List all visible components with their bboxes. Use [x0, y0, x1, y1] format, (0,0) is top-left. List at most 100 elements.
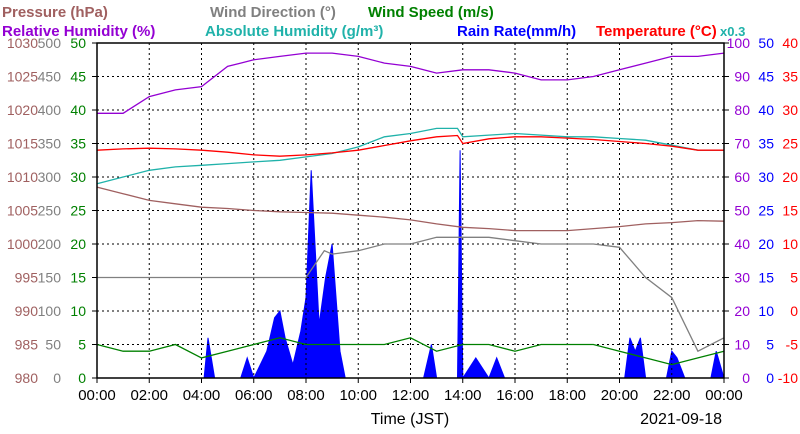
x-tick-4: 08:00 — [287, 387, 325, 404]
x-tick-10: 20:00 — [601, 387, 639, 404]
x-tick-6: 12:00 — [392, 387, 430, 404]
y-tick-wind_direction-2: 400 — [38, 102, 62, 118]
y-tick-rain_rate-10: 0 — [766, 370, 774, 386]
y-tick-wind_direction-0: 500 — [38, 35, 62, 51]
y-tick-pressure-3: 1015 — [7, 136, 38, 152]
chart-titles: Pressure (hPa) Wind Direction (°) Wind Spe… — [2, 4, 745, 40]
y-tick-pressure-7: 995 — [15, 270, 39, 286]
x-tick-2: 04:00 — [183, 387, 221, 404]
y-tick-humidity-5: 50 — [734, 203, 750, 219]
series-wind-speed — [96, 337, 725, 366]
x-axis-label: Time (JST) — [371, 411, 450, 428]
y-tick-humidity-4: 60 — [734, 169, 750, 185]
y-tick-wind_speed-4: 30 — [70, 169, 86, 185]
title-1-3: Temperature (°C) — [596, 23, 717, 40]
y-tick-rain_rate-0: 50 — [758, 35, 774, 51]
y-tick-pressure-8: 990 — [15, 303, 39, 319]
series-absolute-humidity — [96, 127, 724, 185]
y-tick-humidity-7: 30 — [734, 270, 750, 286]
y-tick-temperature-4: 20 — [782, 169, 798, 185]
y-tick-temperature-9: -5 — [786, 337, 799, 353]
title-1-2: Rain Rate(mm/h) — [457, 23, 576, 40]
y-tick-wind_speed-1: 45 — [70, 69, 86, 85]
y-tick-pressure-1: 1025 — [7, 69, 38, 85]
y-tick-pressure-10: 980 — [15, 370, 39, 386]
x-tick-1: 02:00 — [130, 387, 168, 404]
series-layer — [96, 52, 725, 366]
x-tick-12: 00:00 — [705, 387, 743, 404]
y-tick-humidity-6: 40 — [734, 236, 750, 252]
title-1-0: Relative Humidity (%) — [2, 23, 155, 40]
y-tick-humidity-3: 70 — [734, 136, 750, 152]
x-tick-3: 06:00 — [235, 387, 273, 404]
y-tick-pressure-9: 985 — [15, 337, 39, 353]
y-tick-pressure-4: 1010 — [7, 169, 38, 185]
x-tick-5: 10:00 — [339, 387, 377, 404]
y-tick-rain_rate-7: 15 — [758, 270, 774, 286]
x-axis-ticks: 00:00 02:00 04:00 06:00 08:00 10:00 12:00 14:00… — [78, 378, 743, 404]
series-relative-humidity — [97, 52, 725, 114]
y-tick-wind_direction-5: 250 — [38, 203, 62, 219]
y-tick-wind_speed-7: 15 — [70, 270, 86, 286]
grid-lines — [97, 43, 724, 378]
x-tick-7: 14:00 — [444, 387, 482, 404]
y-tick-wind_direction-4: 300 — [38, 169, 62, 185]
y-tick-pressure-0: 1030 — [7, 35, 38, 51]
y-tick-wind_speed-10: 0 — [78, 370, 86, 386]
y-tick-temperature-7: 5 — [790, 270, 798, 286]
y-tick-temperature-8: 0 — [790, 303, 798, 319]
y-axis-ticks: 1030102510201015101010051000995990985980… — [7, 35, 798, 386]
y-tick-wind_direction-9: 50 — [45, 337, 61, 353]
series-temperature — [96, 134, 724, 157]
y-tick-temperature-5: 15 — [782, 203, 798, 219]
date-label: 2021-09-18 — [640, 411, 722, 428]
x-tick-11: 22:00 — [653, 387, 691, 404]
x-tick-8: 16:00 — [496, 387, 534, 404]
y-tick-rain_rate-2: 40 — [758, 102, 774, 118]
y-tick-wind_speed-6: 20 — [70, 236, 86, 252]
title-0-2: Wind Speed (m/s) — [368, 4, 494, 21]
y-tick-humidity-1: 90 — [734, 69, 750, 85]
y-tick-humidity-8: 20 — [734, 303, 750, 319]
y-tick-wind_direction-10: 0 — [53, 370, 61, 386]
series-wind-direction — [97, 236, 725, 353]
title-0-0: Pressure (hPa) — [2, 4, 108, 21]
title-0-1: Wind Direction (°) — [210, 4, 336, 21]
y-tick-temperature-6: 10 — [782, 236, 798, 252]
x-tick-9: 18:00 — [548, 387, 586, 404]
y-tick-rain_rate-4: 30 — [758, 169, 774, 185]
y-tick-rain_rate-5: 25 — [758, 203, 774, 219]
y-tick-wind_speed-9: 5 — [78, 337, 86, 353]
y-tick-pressure-2: 1020 — [7, 102, 38, 118]
title-1-4: x0.3 — [720, 24, 745, 39]
y-tick-wind_direction-6: 200 — [38, 236, 62, 252]
title-1-1: Absolute Humidity (g/m³) — [205, 23, 383, 40]
y-tick-humidity-2: 80 — [734, 102, 750, 118]
series-pressure — [96, 186, 725, 232]
y-tick-humidity-9: 10 — [734, 337, 750, 353]
y-tick-wind_direction-7: 150 — [38, 270, 62, 286]
y-tick-wind_speed-8: 10 — [70, 303, 86, 319]
y-tick-rain_rate-3: 35 — [758, 136, 774, 152]
y-tick-wind_direction-8: 100 — [38, 303, 62, 319]
y-tick-wind_speed-5: 25 — [70, 203, 86, 219]
y-tick-temperature-0: 40 — [782, 35, 798, 51]
y-tick-rain_rate-8: 10 — [758, 303, 774, 319]
y-tick-wind_speed-2: 40 — [70, 102, 86, 118]
y-tick-rain_rate-1: 45 — [758, 69, 774, 85]
y-tick-wind_direction-3: 350 — [38, 136, 62, 152]
y-tick-wind_speed-3: 35 — [70, 136, 86, 152]
y-tick-temperature-2: 30 — [782, 102, 798, 118]
y-tick-temperature-10: -10 — [778, 370, 798, 386]
y-tick-rain_rate-9: 5 — [766, 337, 774, 353]
y-tick-temperature-3: 25 — [782, 136, 798, 152]
y-tick-wind_speed-0: 50 — [70, 35, 86, 51]
y-tick-wind_direction-1: 450 — [38, 69, 62, 85]
y-tick-humidity-10: 0 — [742, 370, 750, 386]
y-tick-pressure-6: 1000 — [7, 236, 38, 252]
x-tick-0: 00:00 — [78, 387, 116, 404]
y-tick-humidity-0: 100 — [727, 35, 751, 51]
y-tick-temperature-1: 35 — [782, 69, 798, 85]
y-tick-rain_rate-6: 20 — [758, 236, 774, 252]
